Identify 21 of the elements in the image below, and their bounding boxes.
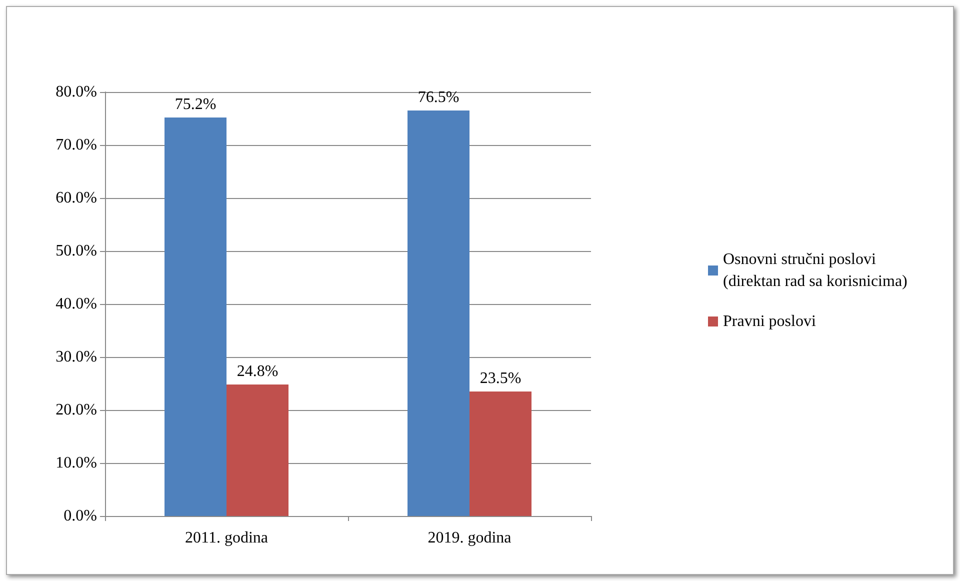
- y-tick-label: 60.0%: [56, 190, 97, 206]
- data-label: 23.5%: [480, 370, 522, 387]
- y-tick-label: 10.0%: [56, 454, 97, 472]
- y-tick-label: 50.0%: [56, 242, 97, 260]
- bar: [226, 384, 288, 516]
- legend-label: Pravni poslovi: [723, 313, 816, 330]
- y-tick-label: 70.0%: [56, 136, 97, 154]
- bar: [164, 117, 226, 516]
- y-tick-label: 0.0%: [64, 508, 97, 524]
- y-tick-label: 80.0%: [56, 84, 97, 100]
- x-tick-label: 2011. godina: [185, 530, 268, 546]
- legend-label: Osnovni stručni poslovi (direktan rad sa korisnicima): [723, 251, 908, 290]
- data-label: 75.2%: [174, 96, 216, 113]
- y-tick-label: 40.0%: [56, 296, 97, 312]
- y-tick-label: 30.0%: [56, 348, 97, 366]
- data-label: 76.5%: [418, 89, 460, 106]
- data-label: 24.8%: [236, 363, 278, 380]
- bar: [470, 391, 532, 516]
- x-tick-label: 2019. godina: [428, 530, 512, 546]
- y-tick-label: 20.0%: [56, 402, 97, 418]
- bar: [408, 110, 470, 516]
